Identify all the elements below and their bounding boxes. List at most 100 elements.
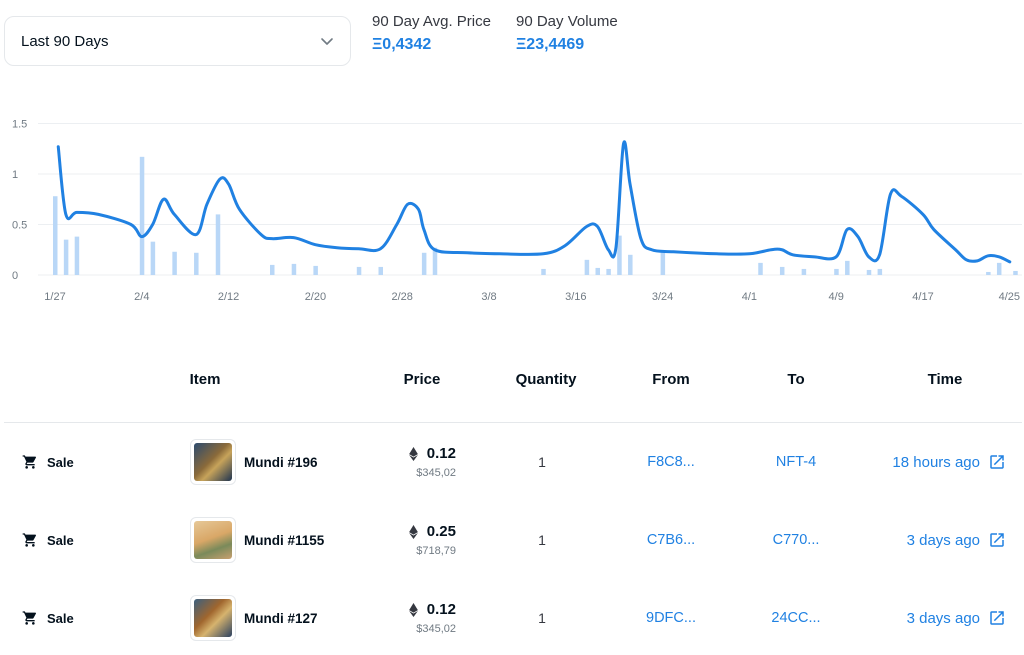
time-link[interactable]: 3 days ago	[907, 579, 1006, 655]
item-link[interactable]: Mundi #127	[190, 579, 318, 655]
y-tick-label: 1.5	[12, 119, 27, 131]
x-tick-label: 2/12	[218, 291, 239, 303]
event-label: Sale	[47, 532, 74, 548]
price-line	[56, 140, 1012, 264]
external-link-icon[interactable]	[988, 609, 1006, 627]
volume-bar	[834, 268, 839, 275]
event-label: Sale	[47, 454, 74, 470]
price-history-chart: 0 0.5 1 1.5 1/27 2/4 2/12 2/20 2/28 3/8 3/16 3/24 4/…	[12, 119, 1022, 303]
volume-bar	[877, 268, 883, 275]
item-thumbnail[interactable]	[190, 595, 236, 641]
eth-icon	[408, 446, 418, 461]
price-eth: 0.12	[426, 601, 456, 618]
volume-bar	[996, 262, 1002, 275]
volume-bar	[432, 247, 438, 275]
volume-bar	[150, 241, 156, 275]
price-usd: $718,79	[416, 545, 456, 557]
time-link[interactable]: 3 days ago	[907, 501, 1006, 579]
table-header: Item Price Quantity From To Time	[4, 345, 1022, 423]
external-link-icon[interactable]	[988, 531, 1006, 549]
volume-bar	[541, 268, 546, 275]
cart-icon	[22, 611, 37, 625]
x-tick-label: 2/4	[134, 291, 149, 303]
item-name[interactable]: Mundi #127	[244, 610, 318, 626]
item-thumbnail[interactable]	[190, 517, 236, 563]
eth-icon	[408, 524, 418, 539]
time-label[interactable]: 3 days ago	[906, 531, 980, 549]
header-to: To	[787, 371, 805, 388]
time-label[interactable]: 18 hours ago	[892, 453, 980, 471]
table-row: Sale Mundi #1155 0.25 $718,79 1 C7B6... …	[4, 501, 1022, 579]
time-link[interactable]: 18 hours ago	[892, 423, 1006, 501]
avg-price-stat: 90 Day Avg. Price Ξ0,4342	[372, 13, 491, 54]
volume-bar	[628, 254, 633, 275]
item-image	[194, 521, 232, 559]
cart-icon	[22, 533, 37, 547]
from-address-link[interactable]: C7B6...	[646, 532, 696, 548]
volume-bar	[421, 252, 427, 275]
price-cell: 0.12 $345,02	[408, 423, 456, 501]
volume-bar	[215, 214, 221, 275]
x-tick-label: 3/24	[652, 291, 673, 303]
item-thumbnail[interactable]	[190, 439, 236, 485]
quantity: 1	[538, 532, 546, 548]
volume-bar	[74, 236, 80, 275]
volume-bar	[53, 196, 58, 275]
external-link-icon[interactable]	[988, 453, 1006, 471]
time-label[interactable]: 3 days ago	[906, 609, 980, 627]
item-name[interactable]: Mundi #196	[244, 454, 318, 470]
sales-table: Item Price Quantity From To Time Sale Mu…	[4, 345, 1022, 655]
item-name[interactable]: Mundi #1155	[244, 532, 325, 548]
x-tick-label: 4/1	[742, 291, 757, 303]
volume-stat: 90 Day Volume Ξ23,4469	[516, 13, 618, 54]
volume-label: 90 Day Volume	[516, 13, 618, 30]
x-tick-label: 2/20	[305, 291, 326, 303]
price-usd: $345,02	[416, 623, 456, 635]
price-cell: 0.12 $345,02	[408, 579, 456, 655]
volume-bar	[1013, 270, 1018, 275]
chevron-down-icon	[321, 38, 333, 45]
to-address-link[interactable]: NFT-4	[775, 454, 817, 470]
item-link[interactable]: Mundi #196	[190, 423, 318, 501]
to-address-link[interactable]: C770...	[772, 532, 820, 548]
x-tick-label: 4/17	[912, 291, 933, 303]
header-price: Price	[403, 371, 441, 388]
volume-bar	[660, 251, 666, 275]
item-link[interactable]: Mundi #1155	[190, 501, 324, 579]
x-tick-label: 4/25	[999, 291, 1020, 303]
x-tick-label: 2/28	[391, 291, 412, 303]
volume-bar	[758, 262, 763, 275]
eth-icon	[408, 602, 418, 617]
table-row: Sale Mundi #127 0.12 $345,02 1 9DFC... 2…	[4, 579, 1022, 655]
header-time: Time	[927, 371, 963, 388]
volume-bar	[595, 267, 600, 275]
volume-bar	[139, 156, 145, 275]
volume-bar	[617, 235, 622, 275]
volume-value: Ξ23,4469	[516, 36, 585, 53]
event-cell: Sale	[22, 501, 74, 579]
item-image	[194, 443, 232, 481]
volume-bar	[313, 265, 318, 275]
volume-bar	[584, 259, 590, 275]
volume-bar	[986, 271, 991, 275]
cart-icon	[22, 455, 37, 469]
volume-bar	[356, 266, 362, 275]
volume-bar	[801, 268, 807, 275]
item-image	[194, 599, 232, 637]
avg-price-label: 90 Day Avg. Price	[372, 13, 491, 30]
period-select[interactable]: Last 90 Days	[4, 16, 351, 66]
header-quantity: Quantity	[515, 371, 577, 388]
x-tick-label: 3/16	[565, 291, 586, 303]
y-tick-label: 1	[12, 169, 18, 181]
header-from: From	[652, 371, 690, 388]
volume-bar	[779, 266, 785, 275]
price-cell: 0.25 $718,79	[408, 501, 456, 579]
volume-bar	[866, 269, 872, 275]
from-address-link[interactable]: 9DFC...	[646, 610, 696, 626]
from-address-link[interactable]: F8C8...	[647, 454, 695, 470]
x-tick-label: 4/9	[829, 291, 844, 303]
quantity: 1	[538, 610, 546, 626]
header-item: Item	[189, 371, 221, 388]
y-tick-label: 0.5	[12, 220, 27, 232]
to-address-link[interactable]: 24CC...	[771, 610, 821, 626]
